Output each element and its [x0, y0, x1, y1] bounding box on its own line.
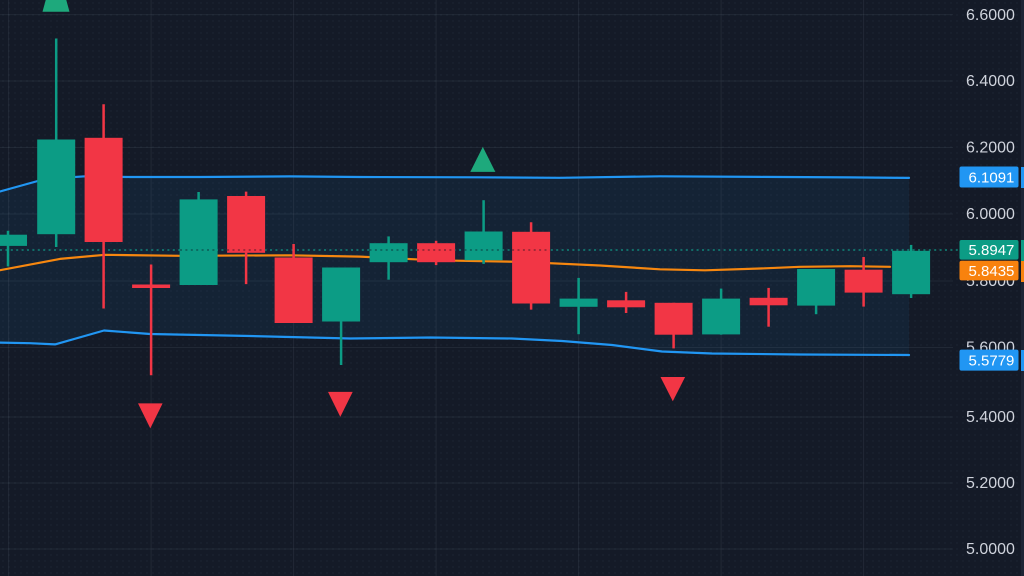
svg-text:6.1091: 6.1091 [969, 169, 1015, 186]
svg-text:6.0000: 6.0000 [966, 206, 1015, 223]
svg-text:6.2000: 6.2000 [966, 140, 1015, 157]
svg-text:5.2000: 5.2000 [966, 475, 1015, 492]
svg-text:6.4000: 6.4000 [966, 73, 1015, 90]
svg-text:6.6000: 6.6000 [966, 7, 1015, 24]
svg-text:5.4000: 5.4000 [966, 409, 1015, 426]
svg-text:5.5779: 5.5779 [969, 352, 1015, 369]
svg-text:5.8947: 5.8947 [969, 242, 1015, 259]
svg-text:5.0000: 5.0000 [966, 541, 1015, 558]
svg-text:5.8435: 5.8435 [969, 263, 1015, 280]
